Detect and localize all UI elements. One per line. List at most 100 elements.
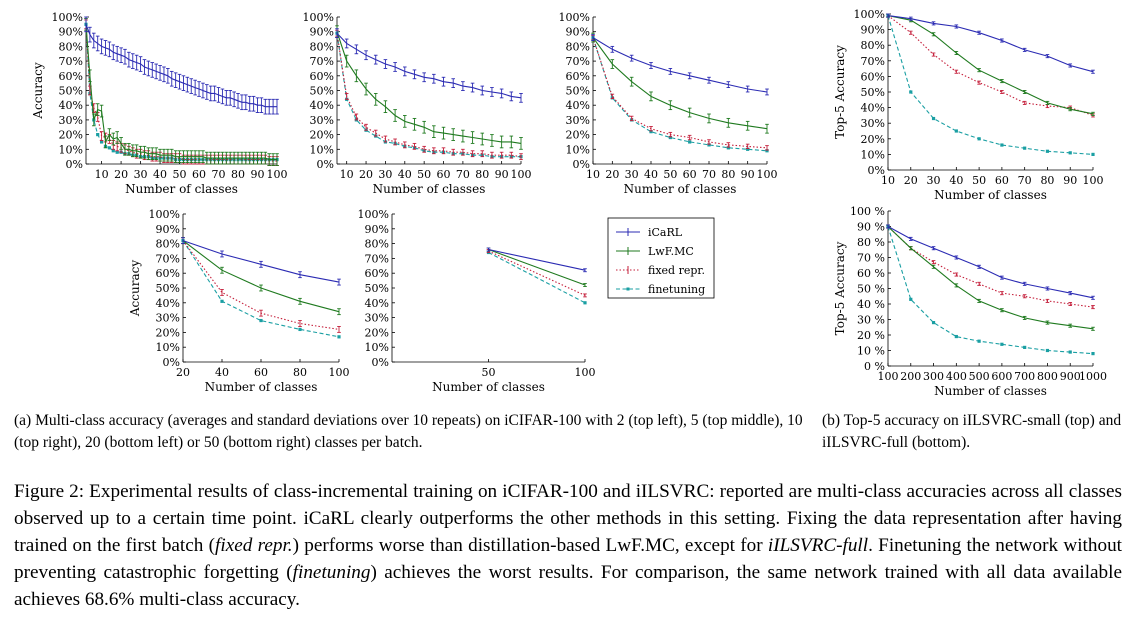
series-line	[336, 33, 521, 158]
series-icarl	[886, 13, 1095, 74]
y-axis-label: Accuracy	[128, 260, 142, 317]
chart-ilsvrc-full: 0 % 10 % 20 % 30 % 40 % 50 % 60 % 70 % 80 % 90 % 1…	[833, 205, 1107, 398]
series-line	[182, 240, 340, 338]
series-line	[488, 250, 586, 296]
data-point	[1000, 342, 1004, 346]
series-line	[592, 37, 768, 130]
series-lwf-mc	[335, 25, 523, 150]
x-tick-label: 40	[215, 366, 229, 379]
data-point	[298, 327, 302, 332]
y-tick-label: 20%	[365, 326, 389, 339]
x-tick-label: 50	[663, 168, 677, 181]
data-point	[1068, 151, 1072, 155]
series-finetuning	[335, 31, 523, 159]
y-tick-label: 30%	[566, 114, 590, 127]
series-finetuning	[486, 250, 587, 305]
caption-text: ) achieves the worst results. For compar…	[14, 562, 1122, 610]
y-tick-label: 100%	[358, 208, 389, 221]
y-tick-label: 40%	[310, 99, 334, 112]
x-tick-label: 40	[949, 174, 963, 187]
caption-b: (b) Top-5 accuracy on iILSVRC-small (top…	[822, 412, 1122, 451]
legend-entry: finetuning	[616, 283, 705, 296]
x-axis-label: Number of classes	[624, 182, 737, 196]
caption-emphasis: finetuning	[292, 562, 371, 583]
y-tick-label: 0%	[868, 164, 885, 177]
x-tick-label: 30	[134, 168, 148, 181]
y-tick-label: 90 %	[857, 221, 885, 234]
data-point	[1000, 143, 1004, 147]
y-tick-label: 90%	[365, 223, 389, 236]
series-line	[887, 226, 1094, 299]
data-point	[909, 90, 913, 94]
series-icarl	[886, 224, 1095, 300]
y-tick-label: 50%	[566, 85, 590, 98]
figure-caption: Figure 2: Experimental results of class-…	[14, 478, 1122, 613]
y-tick-label: 30 %	[857, 314, 885, 327]
series-lwf-mc	[886, 13, 1095, 116]
x-tick-label: 10	[881, 174, 895, 187]
y-tick-label: 40%	[59, 99, 83, 112]
y-tick-label: 10%	[861, 148, 885, 161]
x-tick-label: 100	[267, 168, 288, 181]
x-tick-label: 50	[417, 168, 431, 181]
y-tick-label: 0%	[573, 158, 590, 171]
y-tick-label: 60%	[365, 267, 389, 280]
y-tick-label: 40%	[365, 297, 389, 310]
legend-label: LwF.MC	[648, 245, 694, 258]
series-line	[85, 24, 277, 108]
series-line	[887, 226, 1094, 355]
y-tick-label: 70%	[156, 252, 180, 265]
y-tick-label: 60%	[156, 267, 180, 280]
data-point	[765, 149, 769, 153]
legend: iCaRL LwF.MC fixed repr. finetuning	[607, 217, 715, 299]
data-point	[1091, 152, 1095, 156]
data-point	[99, 140, 104, 144]
data-point	[1045, 348, 1050, 353]
series-line	[592, 37, 768, 93]
y-tick-label: 80%	[861, 39, 885, 52]
data-point	[977, 339, 981, 343]
series-lwf-mc	[84, 18, 279, 166]
caption-text: ) performs worse than distillation-based…	[292, 535, 768, 556]
y-tick-label: 50 %	[857, 283, 885, 296]
y-tick-label: 10 %	[857, 345, 885, 358]
x-tick-label: 20	[176, 366, 190, 379]
y-tick-label: 90%	[59, 26, 83, 39]
y-tick-label: 0%	[317, 158, 334, 171]
data-point	[96, 133, 100, 137]
data-point	[688, 140, 692, 144]
legend-label: fixed repr.	[648, 264, 705, 277]
chart-cifar-10: 0% 10%20% 30% 40%50% 60% 70% 80%90% 100% 10 20 30 4…	[559, 11, 778, 196]
series-line	[85, 24, 277, 161]
x-tick-label: 900	[1060, 370, 1081, 383]
series-fixed-repr	[335, 29, 523, 161]
y-tick-label: 90%	[310, 26, 334, 39]
caption-a: (a) Multi-class accuracy (averages and s…	[14, 412, 803, 451]
data-point	[649, 130, 653, 134]
y-tick-label: 60%	[566, 70, 590, 83]
x-tick-label: 10	[340, 168, 354, 181]
series-finetuning	[886, 13, 1095, 156]
y-tick-label: 80%	[310, 40, 334, 53]
y-tick-label: 70%	[310, 55, 334, 68]
x-axis-label: Number of classes	[373, 182, 486, 196]
data-point	[583, 301, 587, 305]
series-finetuning	[591, 35, 769, 153]
x-tick-label: 1000	[1079, 370, 1107, 383]
series-icarl	[591, 34, 769, 96]
x-tick-label: 20	[904, 174, 918, 187]
x-tick-label: 60	[995, 174, 1009, 187]
data-point	[746, 147, 750, 151]
x-tick-label: 800	[1037, 370, 1058, 383]
caption-text: . Finetuning the network without prevent…	[14, 535, 1122, 583]
series-fixed-repr	[886, 224, 1095, 310]
data-point	[337, 335, 341, 339]
series-icarl	[335, 28, 523, 103]
series-lwf-mc	[886, 224, 1095, 331]
x-tick-label: 50	[972, 174, 986, 187]
legend-entry: fixed repr.	[616, 264, 705, 277]
series-line	[488, 248, 586, 286]
y-tick-label: 50%	[365, 282, 389, 295]
caption-emphasis: fixed repr.	[215, 535, 293, 556]
x-tick-label: 20	[114, 168, 128, 181]
